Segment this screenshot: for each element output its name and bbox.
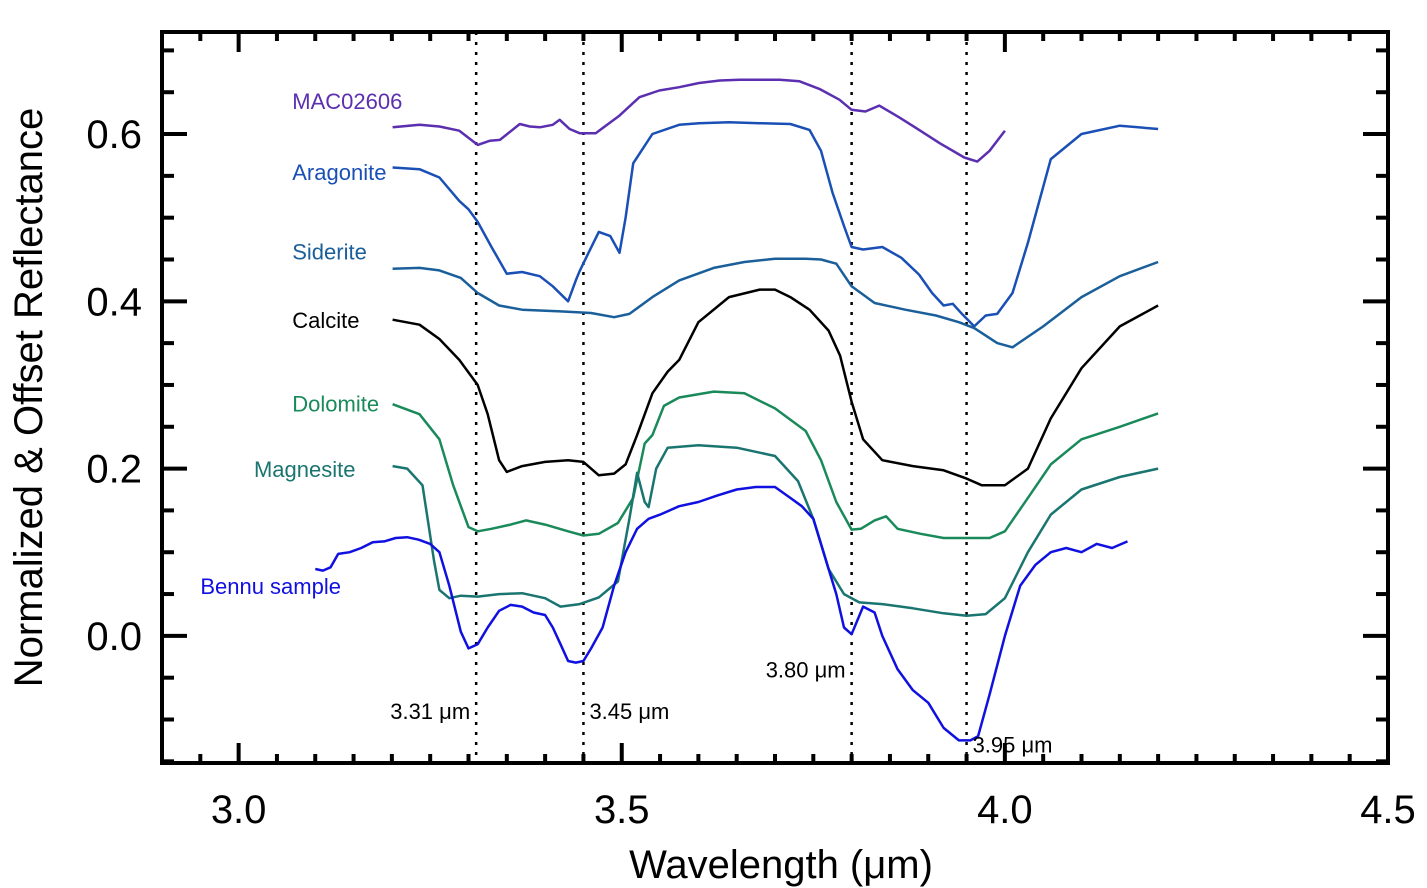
series-line-aragonite [392, 121, 1159, 328]
series-line-siderite [392, 257, 1159, 349]
series-label: Magnesite [254, 457, 356, 482]
series-label: Bennu sample [200, 574, 341, 599]
reference-labels: 3.31 μm 3.45 μm 3.80 μm 3.95 μm [390, 657, 1052, 757]
y-tick-label: 0.4 [86, 280, 142, 324]
series-label: Calcite [292, 308, 359, 333]
reference-label: 3.45 μm [589, 699, 669, 724]
y-tick-label: 0.0 [86, 615, 142, 659]
x-axis-title: Wavelength (μm) [629, 843, 933, 887]
reference-label: 3.95 μm [973, 733, 1053, 758]
reference-lines [474, 32, 968, 763]
y-axis-title: Normalized & Offset Reflectance [7, 108, 51, 688]
series-label: Dolomite [292, 392, 379, 417]
series-labels: MAC02606 Aragonite Siderite Calcite Dolomite… [200, 89, 402, 599]
x-tick-label: 4.5 [1360, 788, 1416, 832]
x-tick-label: 4.0 [977, 788, 1033, 832]
y-tick-label: 0.2 [86, 448, 142, 492]
series-line-calcite [392, 288, 1159, 487]
series-line-dolomite [392, 390, 1159, 540]
series-group [315, 78, 1159, 742]
ticks: 3.0 3.5 4.0 4.5 0.0 0.2 0.4 0.6 [86, 32, 1416, 832]
series-label: Siderite [292, 239, 367, 264]
series-label: MAC02606 [292, 89, 402, 114]
y-tick-label: 0.6 [86, 113, 142, 157]
series-line-bennu-sample [315, 485, 1128, 742]
series-line-mac02606 [392, 78, 1006, 163]
x-tick-label: 3.0 [211, 788, 267, 832]
reference-label: 3.80 μm [766, 657, 846, 682]
series-label: Aragonite [292, 160, 386, 185]
series-line-magnesite [392, 443, 1159, 618]
x-tick-label: 3.5 [594, 788, 650, 832]
reference-label: 3.31 μm [390, 699, 470, 724]
